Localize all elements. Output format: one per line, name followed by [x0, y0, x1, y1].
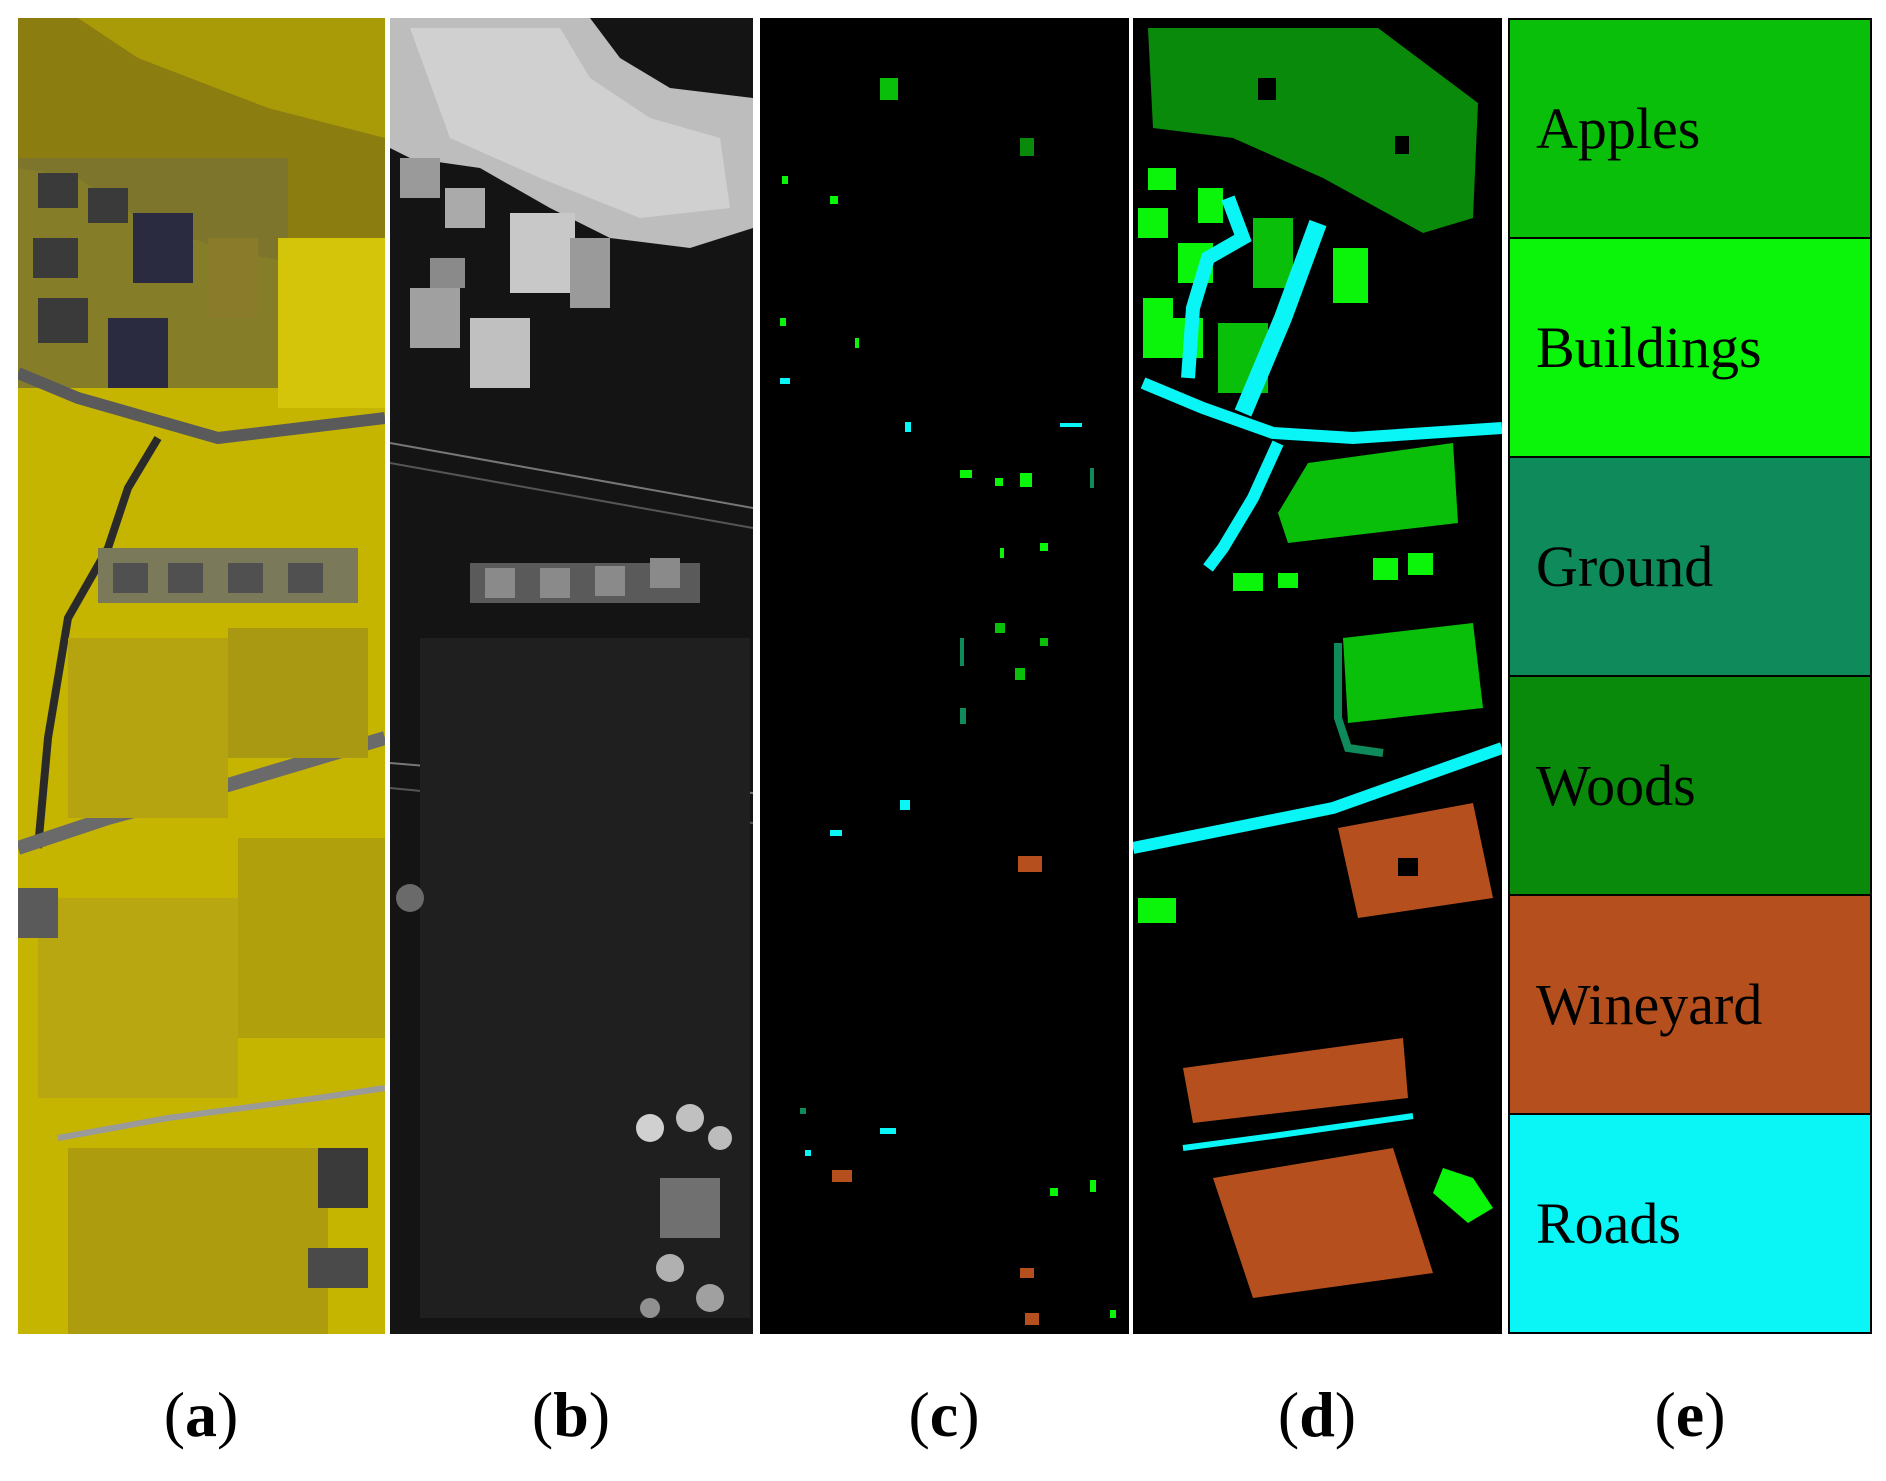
legend-item-woods: Woods	[1510, 677, 1870, 896]
lidar-image-panel	[390, 18, 753, 1334]
ground-truth-panel	[1133, 18, 1502, 1334]
legend-label: Buildings	[1536, 315, 1762, 380]
rgb-image-panel	[18, 18, 385, 1334]
legend-label: Wineyard	[1536, 972, 1763, 1037]
legend-item-wineyard: Wineyard	[1510, 896, 1870, 1115]
training-samples-panel	[760, 18, 1129, 1334]
legend-label: Apples	[1536, 96, 1701, 161]
rgb-image	[18, 18, 385, 1334]
caption-a: (a)	[163, 1379, 239, 1450]
legend-item-apples: Apples	[1510, 20, 1870, 239]
legend-panel: Apples Buildings Ground Woods Wineyard R…	[1508, 18, 1872, 1334]
lidar-image	[390, 18, 753, 1334]
ground-truth-map	[1133, 18, 1502, 1334]
training-samples-map	[760, 18, 1129, 1334]
legend-label: Ground	[1536, 534, 1714, 599]
legend-label: Woods	[1536, 753, 1696, 818]
caption-d: (d)	[1277, 1379, 1357, 1450]
caption-e: (e)	[1654, 1379, 1726, 1450]
legend-item-ground: Ground	[1510, 458, 1870, 677]
caption-b: (b)	[531, 1379, 611, 1450]
legend-item-roads: Roads	[1510, 1115, 1870, 1332]
legend-item-buildings: Buildings	[1510, 239, 1870, 458]
caption-c: (c)	[908, 1379, 980, 1450]
legend-label: Roads	[1536, 1191, 1681, 1256]
